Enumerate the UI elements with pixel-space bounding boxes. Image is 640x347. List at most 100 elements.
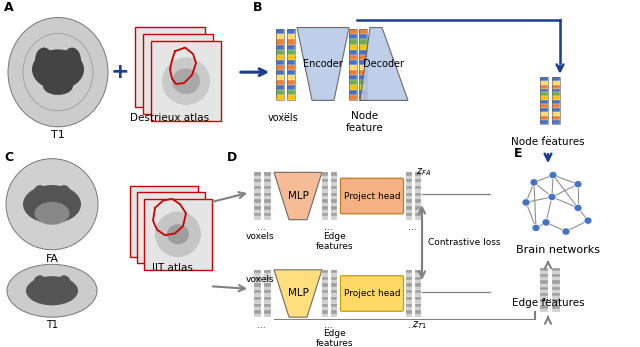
Text: Edge
features: Edge features [316, 231, 354, 251]
Bar [349, 95, 357, 100]
Bar [552, 85, 560, 88]
Text: C: C [4, 151, 13, 163]
Ellipse shape [35, 48, 53, 73]
Ellipse shape [63, 48, 81, 73]
Bar [331, 314, 337, 317]
Bar [254, 213, 261, 216]
Bar [331, 277, 337, 280]
Bar [415, 196, 421, 200]
Bar [264, 314, 271, 317]
Text: ...: ... [257, 223, 266, 232]
Ellipse shape [155, 212, 201, 257]
Bar [276, 90, 284, 95]
Text: Encoder: Encoder [303, 59, 343, 69]
Bar [331, 283, 337, 287]
Bar [331, 183, 337, 186]
Bar [540, 81, 548, 85]
Bar [331, 280, 337, 283]
Text: B: B [253, 1, 262, 14]
Bar [276, 44, 284, 50]
Bar [322, 210, 328, 213]
Bar [349, 75, 357, 80]
Bar [406, 189, 412, 193]
Bar [322, 311, 328, 314]
Bar [406, 300, 412, 304]
Text: ...: ... [280, 106, 289, 116]
Bar [254, 183, 261, 186]
Circle shape [530, 179, 538, 186]
Text: Edge features: Edge features [512, 298, 584, 308]
Bar [264, 311, 271, 314]
Bar [540, 274, 548, 277]
Bar [540, 96, 548, 100]
Bar [406, 213, 412, 216]
Bar [359, 55, 367, 60]
Bar [143, 34, 213, 114]
Bar [264, 203, 271, 206]
Text: +: + [111, 62, 129, 82]
Bar [254, 311, 261, 314]
Bar [264, 172, 271, 176]
Bar [359, 29, 367, 100]
Bar [415, 283, 421, 287]
Bar [264, 297, 271, 300]
Bar [349, 60, 357, 65]
Bar [276, 65, 284, 70]
Text: voxels: voxels [246, 275, 275, 284]
Bar [322, 216, 328, 220]
Bar [406, 193, 412, 196]
Bar [322, 200, 328, 203]
Bar [552, 308, 560, 312]
Bar [331, 290, 337, 294]
Bar [276, 29, 284, 100]
Bar [287, 80, 295, 85]
Bar [406, 196, 412, 200]
Bar [552, 293, 560, 296]
Text: ...: ... [408, 223, 416, 232]
Bar [322, 307, 328, 311]
Bar [264, 304, 271, 307]
Bar [540, 112, 548, 116]
Bar [254, 307, 261, 311]
Bar [552, 302, 560, 305]
Bar [276, 95, 284, 100]
Bar [406, 172, 412, 176]
Bar [331, 210, 337, 213]
Bar [254, 297, 261, 300]
Bar [254, 172, 261, 176]
Bar [415, 300, 421, 304]
Bar [540, 88, 548, 93]
Bar [406, 203, 412, 206]
Bar [552, 77, 560, 124]
Bar [540, 77, 548, 124]
Bar [254, 176, 261, 179]
Bar [552, 81, 560, 85]
Bar [406, 206, 412, 210]
Bar [276, 50, 284, 55]
Circle shape [522, 199, 530, 206]
Bar [254, 206, 261, 210]
Bar [406, 314, 412, 317]
Bar [552, 283, 560, 287]
Bar [276, 40, 284, 44]
Bar [415, 311, 421, 314]
Bar [552, 77, 560, 81]
Bar [415, 216, 421, 220]
Bar [415, 307, 421, 311]
Ellipse shape [164, 61, 192, 87]
Bar [406, 216, 412, 220]
Ellipse shape [57, 275, 71, 294]
Bar [254, 186, 261, 189]
Bar [331, 287, 337, 290]
Ellipse shape [172, 68, 200, 94]
Ellipse shape [167, 224, 189, 244]
Bar [276, 29, 284, 34]
Bar [254, 283, 261, 287]
Bar [359, 95, 367, 100]
Circle shape [584, 217, 592, 224]
Bar [264, 273, 271, 277]
Text: T1: T1 [51, 129, 65, 139]
Bar [254, 203, 261, 206]
Text: Project head: Project head [344, 289, 400, 298]
Bar [322, 314, 328, 317]
